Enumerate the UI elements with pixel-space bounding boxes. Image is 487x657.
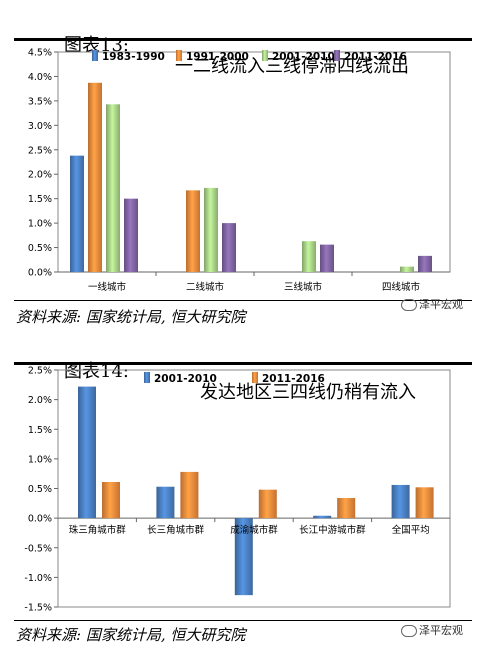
legend-swatch xyxy=(92,50,98,61)
y-tick-label: 1.0% xyxy=(28,454,52,465)
y-tick-label: 2.0% xyxy=(28,170,52,181)
legend-swatch xyxy=(176,50,182,61)
bar-2011-2016-成渝城市群 xyxy=(258,489,277,519)
bar-2011-2016-三线城市 xyxy=(320,244,334,272)
y-tick-label: 1.5% xyxy=(28,194,52,205)
category-label: 长江中游城市群 xyxy=(299,524,366,536)
y-tick-label: 1.0% xyxy=(28,219,52,230)
bar-1991-2000-一线城市 xyxy=(88,82,102,272)
bar-2011-2016-一线城市 xyxy=(124,198,138,272)
figure-14-top-rule xyxy=(14,362,472,365)
bar-2001-2010-二线城市 xyxy=(204,187,218,272)
figure-14-watermark: 泽平宏观 xyxy=(401,622,463,638)
y-tick-label: -1.0% xyxy=(24,573,52,584)
figure-13-watermark: 泽平宏观 xyxy=(401,296,463,312)
y-tick-label: 0.5% xyxy=(28,243,52,254)
legend-label: 2011-2016 xyxy=(262,373,325,385)
y-tick-label: 2.5% xyxy=(28,145,52,156)
wechat-icon xyxy=(401,299,417,311)
y-tick-label: 3.5% xyxy=(28,96,52,107)
category-label: 全国平均 xyxy=(392,524,430,536)
category-label: 珠三角城市群 xyxy=(69,524,127,536)
bar-2001-2010-四线城市 xyxy=(400,266,414,272)
y-tick-label: 2.0% xyxy=(28,395,52,406)
figure-13-bottom-rule xyxy=(14,300,472,301)
wechat-icon xyxy=(401,625,417,637)
figure-13-source: 资料来源: 国家统计局, 恒大研究院 xyxy=(16,308,246,326)
figure-14-source: 资料来源: 国家统计局, 恒大研究院 xyxy=(16,626,246,644)
legend-label: 1991-2000 xyxy=(186,51,249,63)
y-tick-label: 0.0% xyxy=(28,514,52,525)
category-label: 一线城市 xyxy=(88,281,127,293)
bar-2001-2010-三线城市 xyxy=(302,241,316,272)
figure-13-title-text: 一二线流入三线停滞四线流出 xyxy=(175,56,409,77)
legend-label: 1983-1990 xyxy=(102,51,165,63)
y-tick-label: 3.0% xyxy=(28,121,52,132)
category-label: 成渝城市群 xyxy=(230,524,278,536)
bar-2011-2016-四线城市 xyxy=(418,255,432,272)
bar-2001-2010-一线城市 xyxy=(106,104,120,272)
figure-13-top-rule xyxy=(14,38,472,41)
y-tick-label: 4.5% xyxy=(28,48,52,59)
bar-2011-2016-长三角城市群 xyxy=(180,471,199,519)
figure-13-watermark-text: 泽平宏观 xyxy=(419,298,463,311)
y-tick-label: -1.5% xyxy=(24,603,52,614)
chart-13: 0.0% 0.5% 1.0% 1.5% 2.0% 2.5% 3.0% 3.5% 4.0% 4.5%… xyxy=(28,48,451,293)
bar-1983-1990-一线城市 xyxy=(70,155,84,272)
category-label: 长三角城市群 xyxy=(147,524,205,536)
figure-14-watermark-text: 泽平宏观 xyxy=(419,624,463,637)
bar-2001-2010-珠三角城市群 xyxy=(78,386,96,519)
y-tick-label: -0.5% xyxy=(24,543,52,554)
bar-2011-2016-珠三角城市群 xyxy=(102,481,120,519)
legend-swatch xyxy=(144,372,150,383)
figure-14-title-text: 发达地区三四线仍稍有流入 xyxy=(200,382,416,403)
y-tick-label: 4.0% xyxy=(28,72,52,83)
bar-2001-2010-成渝城市群 xyxy=(234,518,253,596)
bar-2001-2010-长江中游城市群 xyxy=(313,515,332,519)
figure-14-bottom-rule xyxy=(14,620,472,621)
category-label: 二线城市 xyxy=(186,281,225,293)
bar-2001-2010-全国平均 xyxy=(391,484,410,519)
bar-1991-2000-二线城市 xyxy=(186,190,200,272)
figure-14-number: 图表14: xyxy=(64,361,129,382)
legend-label: 2001-2010 xyxy=(154,373,217,385)
legend-swatch xyxy=(252,372,258,383)
legend-swatch xyxy=(262,50,268,61)
y-tick-label: 0.0% xyxy=(28,268,52,279)
bar-2011-2016-二线城市 xyxy=(222,223,236,272)
y-tick-label: 1.5% xyxy=(28,425,52,436)
y-tick-label: 2.5% xyxy=(28,366,52,377)
category-label: 四线城市 xyxy=(382,281,421,293)
figure-14-title: 图表14: 发达地区三四线仍稍有流入 xyxy=(0,336,487,403)
bar-2011-2016-长江中游城市群 xyxy=(337,497,356,519)
legend-label: 2001-2010 xyxy=(272,51,335,63)
chart-14: -1.5% -1.0% -0.5% 0.0% 0.5% 1.0% 1.5% 2.0% 2.5% 珠… xyxy=(24,366,451,614)
legend-label: 2011-2016 xyxy=(344,51,407,63)
bar-2001-2010-长三角城市群 xyxy=(156,486,175,519)
category-label: 三线城市 xyxy=(284,281,323,293)
bar-2011-2016-全国平均 xyxy=(415,487,434,519)
y-tick-label: 0.5% xyxy=(28,484,52,495)
legend-swatch xyxy=(334,50,340,61)
